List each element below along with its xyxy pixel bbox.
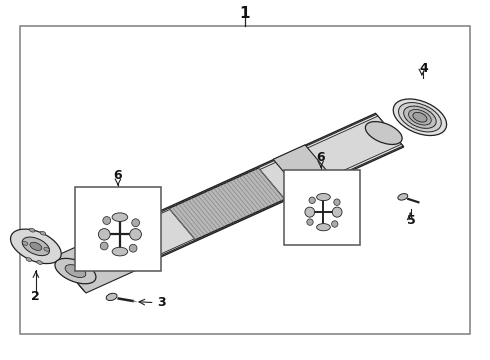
Ellipse shape (112, 247, 128, 256)
Ellipse shape (30, 242, 42, 251)
Ellipse shape (413, 112, 427, 122)
Ellipse shape (398, 103, 441, 132)
Ellipse shape (398, 194, 408, 200)
Ellipse shape (98, 229, 110, 240)
Ellipse shape (334, 199, 340, 206)
Ellipse shape (40, 231, 46, 235)
Ellipse shape (22, 237, 49, 256)
Ellipse shape (100, 242, 108, 250)
Ellipse shape (132, 219, 140, 227)
Ellipse shape (130, 229, 142, 240)
Ellipse shape (103, 217, 111, 225)
Ellipse shape (393, 99, 446, 135)
Ellipse shape (112, 213, 128, 221)
Polygon shape (57, 114, 403, 291)
Ellipse shape (65, 265, 86, 278)
Ellipse shape (44, 247, 49, 251)
Ellipse shape (26, 258, 32, 261)
Ellipse shape (129, 244, 137, 252)
Ellipse shape (10, 229, 61, 264)
Ellipse shape (317, 224, 330, 231)
Polygon shape (56, 113, 404, 292)
Ellipse shape (366, 122, 402, 144)
Ellipse shape (37, 261, 43, 265)
Ellipse shape (55, 258, 96, 284)
Ellipse shape (332, 221, 338, 227)
Text: 1: 1 (240, 6, 250, 21)
Text: 6: 6 (114, 169, 122, 182)
Ellipse shape (22, 242, 28, 245)
Ellipse shape (404, 106, 436, 129)
Ellipse shape (29, 228, 35, 232)
Text: 6: 6 (317, 151, 325, 164)
Ellipse shape (309, 197, 316, 203)
Text: 5: 5 (407, 214, 416, 227)
Ellipse shape (106, 293, 117, 301)
Text: 2: 2 (31, 290, 40, 303)
Text: 4: 4 (419, 62, 428, 75)
Bar (20, 26, 470, 334)
Text: 3: 3 (157, 296, 166, 309)
Polygon shape (273, 145, 334, 193)
Polygon shape (122, 210, 195, 260)
Ellipse shape (305, 207, 315, 217)
Polygon shape (55, 228, 150, 293)
Bar (75, 187, 161, 271)
Ellipse shape (332, 207, 342, 217)
Polygon shape (169, 168, 285, 240)
Ellipse shape (307, 219, 313, 225)
Polygon shape (260, 116, 401, 198)
Ellipse shape (409, 109, 431, 125)
Ellipse shape (317, 193, 330, 201)
Bar (284, 170, 360, 245)
